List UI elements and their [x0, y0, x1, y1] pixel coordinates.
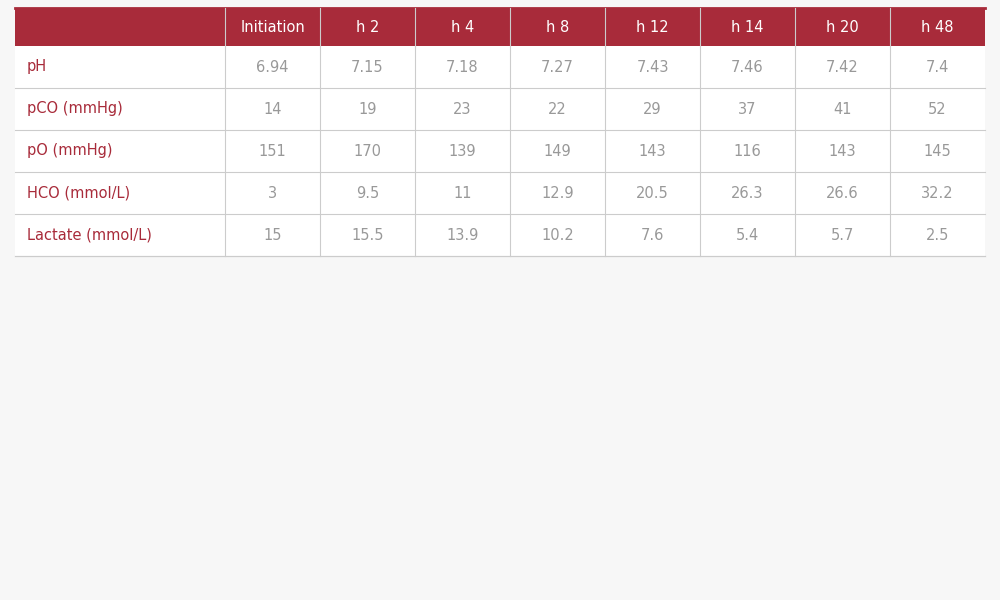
Text: 5.7: 5.7	[831, 227, 854, 242]
Text: 7.6: 7.6	[641, 227, 664, 242]
Text: pH: pH	[27, 59, 47, 74]
Text: 2.5: 2.5	[926, 227, 949, 242]
Bar	[15, 172, 985, 214]
Text: 15: 15	[263, 227, 282, 242]
Text: 37: 37	[738, 101, 757, 116]
Text: 13.9: 13.9	[446, 227, 479, 242]
Text: Initiation: Initiation	[240, 19, 305, 34]
Text: 143: 143	[829, 143, 856, 158]
Text: 3: 3	[268, 185, 277, 200]
Bar	[15, 130, 985, 172]
Text: 9.5: 9.5	[356, 185, 379, 200]
Text: h 20: h 20	[826, 19, 859, 34]
Text: pCO (mmHg): pCO (mmHg)	[27, 101, 123, 116]
Text: 139: 139	[449, 143, 476, 158]
Text: Lactate (mmol/L): Lactate (mmol/L)	[27, 227, 152, 242]
Text: 7.42: 7.42	[826, 59, 859, 74]
Text: 6.94: 6.94	[256, 59, 289, 74]
Text: 10.2: 10.2	[541, 227, 574, 242]
Text: 7.15: 7.15	[351, 59, 384, 74]
Text: 20.5: 20.5	[636, 185, 669, 200]
Text: h 14: h 14	[731, 19, 764, 34]
Text: 14: 14	[263, 101, 282, 116]
Text: h 2: h 2	[356, 19, 379, 34]
Text: 41: 41	[833, 101, 852, 116]
Bar	[15, 88, 985, 130]
Text: h 4: h 4	[451, 19, 474, 34]
Text: 7.46: 7.46	[731, 59, 764, 74]
Text: 116: 116	[734, 143, 761, 158]
Text: 7.4: 7.4	[926, 59, 949, 74]
Text: 149: 149	[544, 143, 571, 158]
Text: h 48: h 48	[921, 19, 954, 34]
Text: 7.18: 7.18	[446, 59, 479, 74]
Bar	[15, 8, 985, 46]
Text: 12.9: 12.9	[541, 185, 574, 200]
Text: 7.43: 7.43	[636, 59, 669, 74]
Text: 15.5: 15.5	[351, 227, 384, 242]
Text: 11: 11	[453, 185, 472, 200]
Text: 170: 170	[354, 143, 382, 158]
Bar	[15, 214, 985, 256]
Text: h 12: h 12	[636, 19, 669, 34]
Text: pO (mmHg): pO (mmHg)	[27, 143, 112, 158]
Text: 145: 145	[924, 143, 951, 158]
Text: 29: 29	[643, 101, 662, 116]
Text: 22: 22	[548, 101, 567, 116]
Text: 143: 143	[639, 143, 666, 158]
Text: 26.6: 26.6	[826, 185, 859, 200]
Text: 52: 52	[928, 101, 947, 116]
Text: 5.4: 5.4	[736, 227, 759, 242]
Text: 32.2: 32.2	[921, 185, 954, 200]
Text: 19: 19	[358, 101, 377, 116]
Text: 23: 23	[453, 101, 472, 116]
Text: 7.27: 7.27	[541, 59, 574, 74]
Text: HCO (mmol/L): HCO (mmol/L)	[27, 185, 130, 200]
Text: 151: 151	[259, 143, 286, 158]
Bar	[15, 46, 985, 88]
Text: 26.3: 26.3	[731, 185, 764, 200]
Text: h 8: h 8	[546, 19, 569, 34]
